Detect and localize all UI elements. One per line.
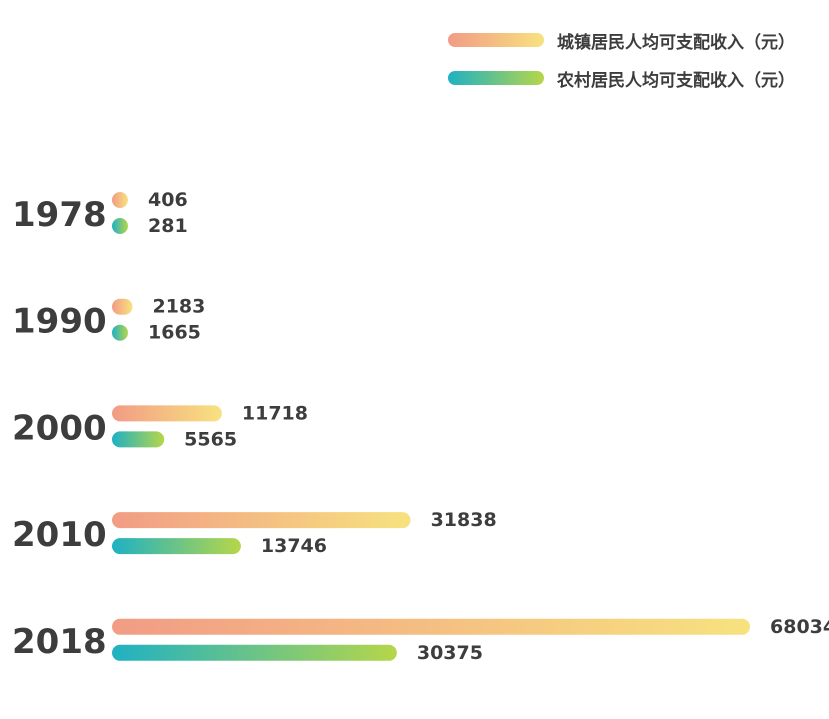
year-label-1978: 1978 xyxy=(12,195,107,235)
value-label-1990-rural: 1665 xyxy=(148,322,201,344)
legend-label-urban: 城镇居民人均可支配收入（元） xyxy=(557,32,795,53)
value-label-2010-rural: 13746 xyxy=(261,535,327,557)
value-label-2010-urban: 31838 xyxy=(431,509,497,531)
year-label-2000: 2000 xyxy=(12,408,107,448)
legend-label-rural: 农村居民人均可支配收入（元） xyxy=(556,70,795,91)
year-label-2018: 2018 xyxy=(12,622,107,662)
legend: 城镇居民人均可支配收入（元） 农村居民人均可支配收入（元） xyxy=(448,32,795,91)
bar-1990-urban xyxy=(112,298,133,315)
year-label-1990: 1990 xyxy=(12,302,107,342)
value-label-2000-urban: 11718 xyxy=(242,402,308,424)
legend-swatch-urban xyxy=(448,33,544,47)
bar-2010-rural xyxy=(112,538,241,555)
value-label-1978-rural: 281 xyxy=(148,215,188,237)
value-label-1978-urban: 406 xyxy=(148,189,188,211)
legend-swatch-rural xyxy=(448,71,544,85)
bar-2018-urban xyxy=(112,618,750,635)
year-label-2010: 2010 xyxy=(12,515,107,555)
bar-2018-rural xyxy=(112,644,397,661)
bar-1990-rural xyxy=(112,324,128,341)
bar-2010-urban xyxy=(112,512,411,529)
bar-2000-urban xyxy=(112,405,222,422)
value-label-1990-urban: 2183 xyxy=(152,296,205,318)
bar-1978-rural xyxy=(112,218,128,234)
value-label-2018-urban: 68034 xyxy=(770,616,829,638)
bar-2000-rural xyxy=(112,431,165,448)
value-label-2000-rural: 5565 xyxy=(184,428,237,450)
bar-1978-urban xyxy=(112,192,128,208)
value-label-2018-rural: 30375 xyxy=(417,642,483,664)
